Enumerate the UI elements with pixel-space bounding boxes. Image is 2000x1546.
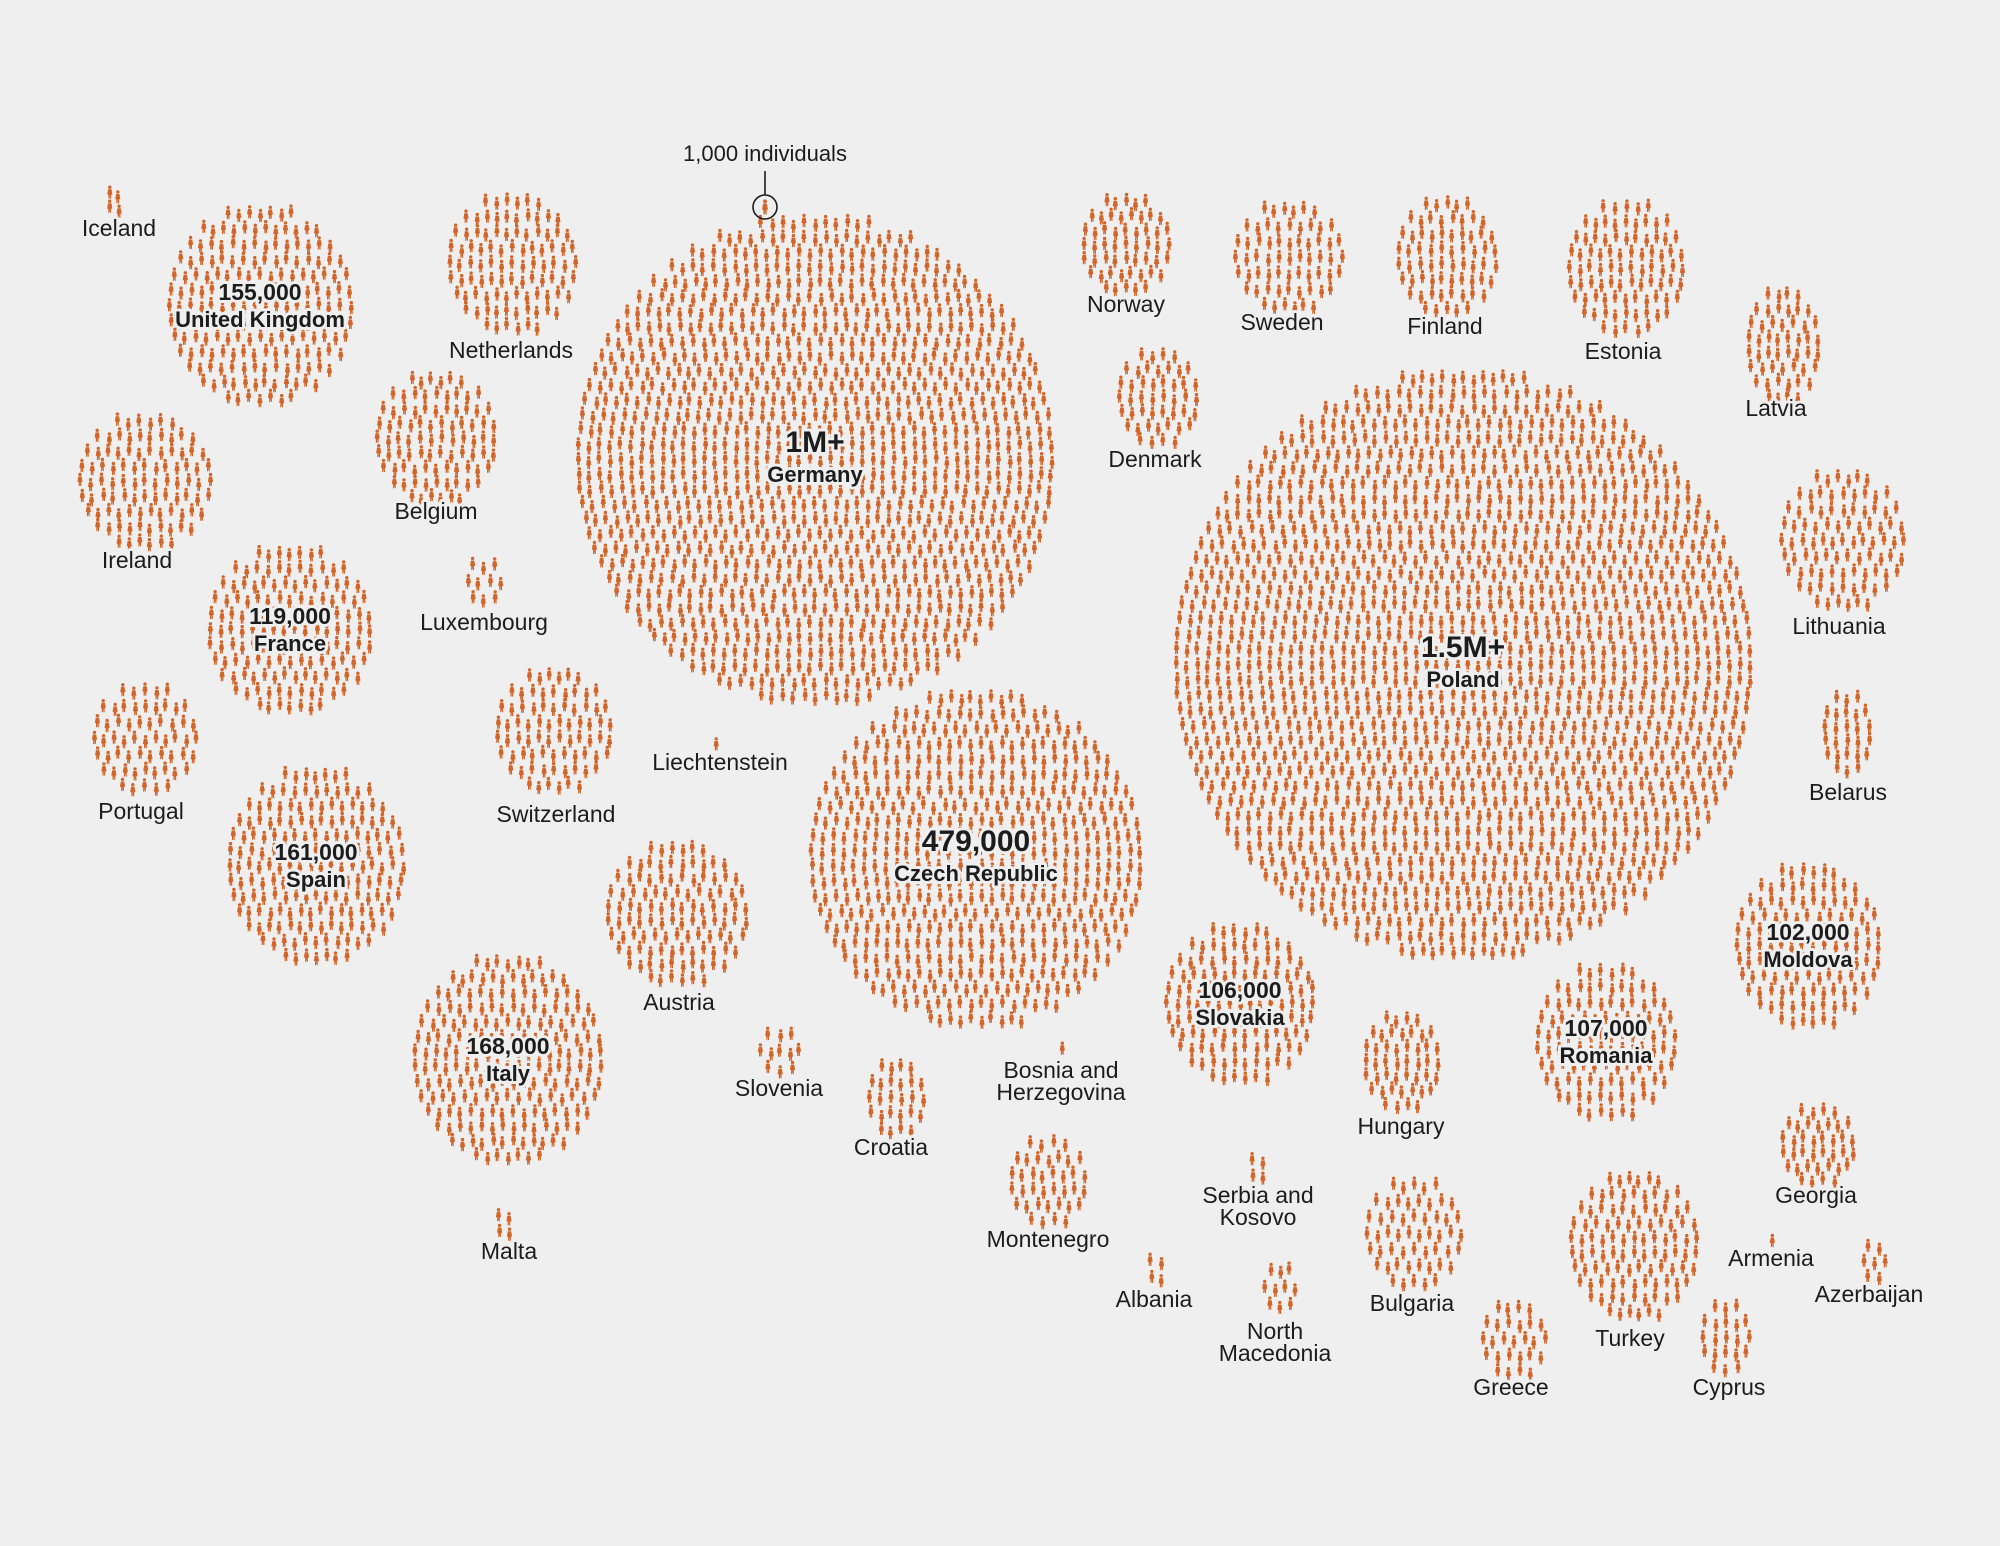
pictogram-chart: 1,000 individuals Iceland155,000United K…	[77, 141, 1924, 1400]
